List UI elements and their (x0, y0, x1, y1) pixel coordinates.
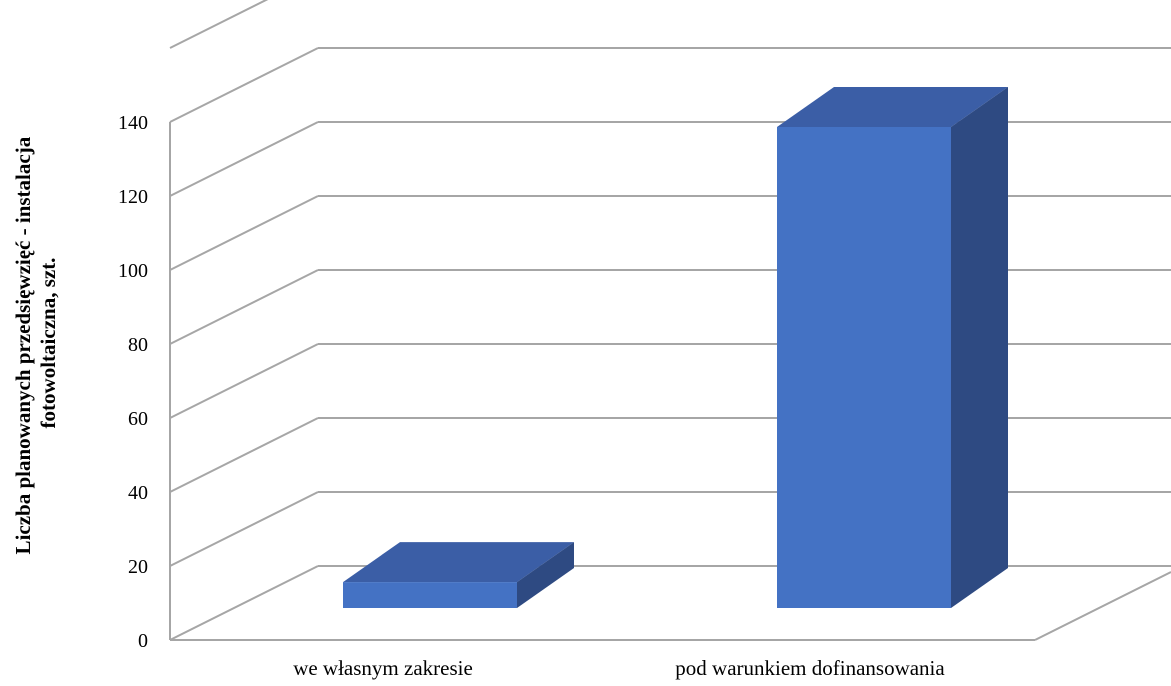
bar-side-face (951, 87, 1008, 608)
y-tick-label: 20 (128, 556, 148, 578)
gridline-diagonal (169, 417, 319, 493)
floor-right-edge (1034, 571, 1171, 641)
bar-front-face (343, 582, 517, 608)
y-axis-label-line-1: Liczba planowanych przedsięwzięć - insta… (11, 136, 35, 554)
bar-front-face (777, 127, 951, 608)
gridline-diagonal (169, 343, 319, 419)
y-tick-label: 60 (128, 408, 148, 430)
y-tick-label: 80 (128, 334, 148, 356)
y-tick-label: 40 (128, 482, 148, 504)
y-tick-label: 120 (118, 186, 148, 208)
gridline-diagonal (169, 121, 319, 197)
x-category-label: pod warunkiem dofinansowania (675, 656, 945, 680)
bar-top-face (777, 87, 1008, 127)
bars (343, 87, 1008, 608)
y-tick-label: 140 (118, 112, 148, 134)
x-category-label: we własnym zakresie (293, 656, 473, 680)
gridline-diagonal (169, 565, 319, 641)
bar-2 (777, 87, 1008, 608)
bar-top-face (343, 542, 574, 583)
gridline-diagonal (169, 47, 319, 123)
gridline-diagonal (169, 195, 319, 271)
y-axis-ticks: 0 20 40 60 80 100 120 140 (118, 112, 148, 652)
bar-1 (343, 542, 574, 608)
gridlines (169, 0, 1171, 641)
y-axis-label-line-2: fotowoltaiczna, szt. (36, 258, 60, 429)
y-tick-label: 0 (138, 630, 148, 652)
x-axis-categories: we własnym zakresie pod warunkiem dofinan… (293, 656, 945, 680)
y-tick-label: 100 (118, 260, 148, 282)
gridline-diagonal (169, 491, 319, 567)
gridline-diagonal (169, 269, 319, 345)
y-axis-label: Liczba planowanych przedsięwzięć - insta… (11, 132, 60, 555)
bar-side-face (517, 542, 574, 608)
gridline-diagonal (169, 0, 269, 49)
